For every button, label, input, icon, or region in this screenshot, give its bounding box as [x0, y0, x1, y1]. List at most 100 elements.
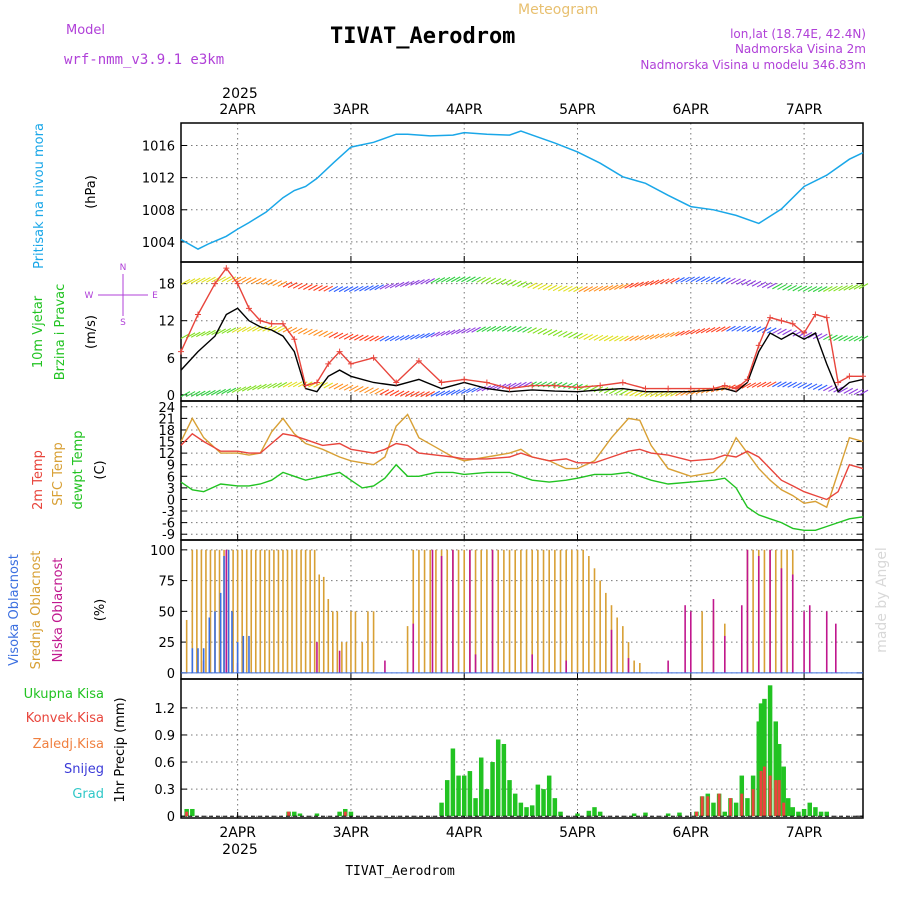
wind-barb	[435, 277, 446, 284]
precip-total-bar	[467, 771, 473, 817]
wind-barb	[608, 284, 619, 291]
wind-barb	[731, 278, 741, 285]
precip-total-bar	[711, 802, 716, 817]
temp-2m-line	[180, 432, 864, 501]
wind-barb	[797, 382, 808, 389]
top-day-label: 3APR	[333, 102, 370, 118]
precip-conv-bar	[343, 811, 347, 817]
temp-ylabel-unit: (C)	[93, 460, 108, 479]
wind-barb	[761, 282, 772, 289]
wind-barb	[486, 325, 497, 332]
wind-barb	[552, 285, 563, 292]
wind-barb	[338, 333, 349, 340]
wind-barb	[563, 285, 573, 292]
y-tick-label: 3	[167, 482, 175, 497]
wind-barb	[848, 284, 859, 291]
wind-barb	[629, 335, 639, 342]
wind-barb	[405, 391, 415, 397]
wind-barb	[644, 334, 655, 341]
wind-barb	[649, 333, 660, 340]
wind-barb	[297, 328, 308, 335]
wind-barb	[700, 327, 711, 334]
precip-total-bar	[586, 810, 592, 817]
model-elevation-label: Nadmorska Visina u modelu 346.83m	[640, 58, 866, 72]
wind-barb	[726, 277, 736, 284]
precip-total-bar	[444, 780, 450, 817]
wind-barb	[828, 285, 838, 292]
wind-barb	[675, 276, 685, 283]
wind-barb	[634, 334, 644, 341]
wind-barb	[461, 327, 471, 334]
wind-barb	[782, 381, 792, 388]
wind-barb	[399, 281, 410, 288]
wind-barb	[486, 277, 497, 284]
wind-barb	[241, 385, 252, 392]
wind-barb	[461, 276, 471, 283]
coords-label: lon,lat (18.74E, 42.4N)	[730, 27, 866, 41]
wind-barb	[410, 391, 420, 398]
wind-barb	[527, 282, 537, 289]
precip-conv-bar	[782, 802, 786, 817]
precip-panel: 0 0.3 0.6 0.9 1.2	[154, 678, 864, 825]
wind-gust-marker	[291, 336, 298, 343]
wind-barb	[466, 276, 476, 283]
wind-barb	[410, 333, 420, 340]
wind-barb	[578, 333, 588, 340]
wind-barb	[297, 283, 308, 290]
wind-barb	[639, 280, 650, 287]
precip-conv-bar	[759, 771, 763, 817]
wind-barb	[843, 284, 854, 291]
wind-barb	[583, 333, 594, 340]
wind-barb	[507, 382, 517, 389]
wind-barb	[685, 389, 695, 396]
wind-barb	[420, 278, 430, 285]
wind-barb	[833, 285, 843, 292]
wind-barb	[761, 381, 772, 388]
wind-barb	[833, 334, 843, 341]
wind-barb	[226, 387, 237, 394]
panel-frame	[180, 122, 864, 263]
wind-barb	[624, 389, 634, 396]
wind-barb	[374, 388, 384, 395]
wind-barb	[328, 285, 339, 292]
wind-gust-marker	[438, 379, 445, 386]
y-tick-label: 25	[158, 636, 175, 651]
wind-barb	[751, 280, 762, 287]
wind-barb	[221, 327, 232, 334]
wind-barb	[746, 280, 757, 287]
wind-barb	[512, 382, 522, 389]
wind-barb	[201, 276, 211, 283]
wind-gust-marker	[347, 360, 354, 367]
wind-barb	[216, 328, 226, 335]
wind-barb	[501, 279, 512, 286]
precip-total-bar	[762, 698, 767, 817]
wind-barb	[491, 325, 502, 332]
wind-gust-marker	[393, 379, 400, 386]
wind-barb	[649, 279, 660, 286]
wind-barb	[257, 325, 267, 332]
y-tick-label: 6	[167, 352, 175, 367]
compass-rose: N E W S	[85, 263, 159, 328]
precip-total-bar	[461, 775, 467, 817]
wind-barb	[399, 390, 410, 397]
wind-gust-marker	[778, 317, 785, 324]
wind-barb	[420, 391, 430, 398]
wind-barb	[812, 333, 823, 340]
wind-barb	[308, 329, 318, 336]
y-tick-label: 0	[167, 667, 175, 682]
top-day-label: 6APR	[672, 102, 709, 118]
wind-gust-marker	[461, 376, 468, 383]
bottom-day-label: 4APR	[446, 825, 483, 841]
precip-total-bar	[541, 789, 546, 817]
wind-gust-marker	[257, 317, 264, 324]
wind-barb	[211, 329, 221, 336]
wind-barb	[180, 391, 191, 398]
wind-barb	[542, 284, 553, 291]
wind-barb	[476, 276, 486, 283]
wind-barb	[767, 282, 777, 289]
wind-barb	[777, 381, 787, 388]
precip-total-bar	[677, 812, 682, 817]
wind-barb	[721, 325, 731, 332]
precip-conv-bar	[287, 811, 291, 817]
